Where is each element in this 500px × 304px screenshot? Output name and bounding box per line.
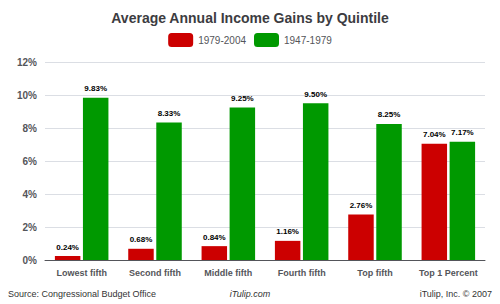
svg-text:iTulip, Inc. © 2007: iTulip, Inc. © 2007	[420, 289, 492, 299]
svg-text:0%: 0%	[23, 255, 38, 266]
svg-text:7.04%: 7.04%	[423, 130, 446, 139]
svg-text:1947-1979: 1947-1979	[284, 35, 332, 46]
svg-text:12%: 12%	[17, 57, 37, 68]
svg-text:2.76%: 2.76%	[350, 201, 373, 210]
svg-text:9.83%: 9.83%	[84, 84, 107, 93]
svg-text:Average Annual Income Gains by: Average Annual Income Gains by Quintile	[111, 10, 389, 26]
svg-text:6%: 6%	[23, 156, 38, 167]
svg-text:8.25%: 8.25%	[378, 110, 401, 119]
svg-text:Second fifth: Second fifth	[129, 268, 181, 278]
svg-text:8.33%: 8.33%	[158, 109, 181, 118]
svg-text:iTulip.com: iTulip.com	[230, 289, 271, 299]
svg-text:1.16%: 1.16%	[276, 227, 299, 236]
svg-text:7.17%: 7.17%	[451, 128, 474, 137]
svg-text:0.24%: 0.24%	[56, 243, 79, 252]
svg-text:8%: 8%	[23, 123, 38, 134]
svg-text:1979-2004: 1979-2004	[198, 35, 246, 46]
svg-text:10%: 10%	[17, 90, 37, 101]
svg-text:9.50%: 9.50%	[304, 90, 327, 99]
svg-text:0.68%: 0.68%	[130, 235, 153, 244]
svg-text:Middle fifth: Middle fifth	[204, 268, 252, 278]
svg-text:Top 1 Percent: Top 1 Percent	[419, 268, 478, 278]
svg-text:Top fifth: Top fifth	[357, 268, 392, 278]
svg-text:2%: 2%	[23, 222, 38, 233]
svg-text:9.25%: 9.25%	[231, 94, 254, 103]
svg-text:4%: 4%	[23, 189, 38, 200]
svg-text:Lowest fifth: Lowest fifth	[56, 268, 107, 278]
svg-text:Fourth fifth: Fourth fifth	[278, 268, 326, 278]
svg-text:Source: Congressional Budget O: Source: Congressional Budget Office	[8, 289, 156, 299]
svg-text:0.84%: 0.84%	[203, 233, 226, 242]
